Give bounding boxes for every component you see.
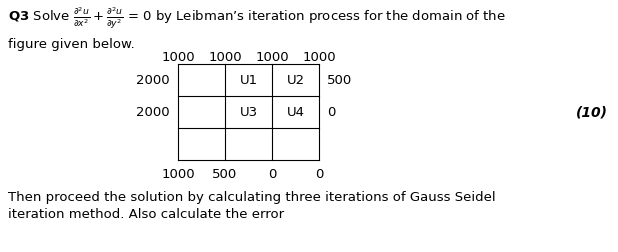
Text: 0: 0: [268, 168, 276, 181]
Text: Then proceed the solution by calculating three iterations of Gauss Seidel: Then proceed the solution by calculating…: [8, 190, 496, 203]
Text: U2: U2: [286, 74, 305, 87]
Text: 2000: 2000: [137, 74, 170, 87]
Text: 1000: 1000: [161, 50, 195, 63]
Text: 500: 500: [213, 168, 238, 181]
Text: 0: 0: [315, 168, 323, 181]
Text: 1000: 1000: [208, 50, 242, 63]
Text: U3: U3: [239, 106, 258, 119]
Text: U4: U4: [287, 106, 305, 119]
Text: U1: U1: [239, 74, 258, 87]
Text: $\mathbf{Q3}$ Solve $\frac{\partial^2 u}{\partial x^2} + \frac{\partial^2 u}{\pa: $\mathbf{Q3}$ Solve $\frac{\partial^2 u}…: [8, 5, 506, 30]
Text: iteration method. Also calculate the error: iteration method. Also calculate the err…: [8, 207, 284, 220]
Text: 1000: 1000: [161, 168, 195, 181]
Text: 500: 500: [327, 74, 352, 87]
Text: 0: 0: [327, 106, 336, 119]
Text: 1000: 1000: [302, 50, 336, 63]
Text: (10): (10): [576, 106, 608, 119]
Text: 1000: 1000: [255, 50, 289, 63]
Text: 2000: 2000: [137, 106, 170, 119]
Text: figure given below.: figure given below.: [8, 38, 135, 51]
